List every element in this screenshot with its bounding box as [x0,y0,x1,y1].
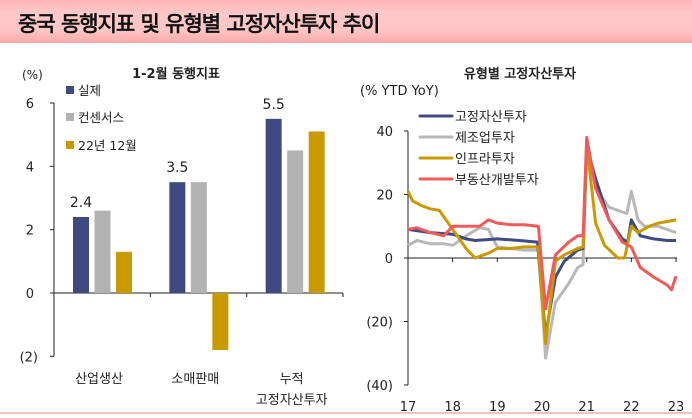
bar-y-tick-label: 6 [26,97,34,112]
series-line-3 [407,135,678,311]
line-y-tick-label: (20) [366,316,393,331]
legend-label: 22년 12월 [78,138,137,153]
bar-0-2 [265,118,282,293]
bar-data-label: 5.5 [263,97,285,113]
bottom-divider [0,412,692,414]
bar-2-2 [308,131,325,293]
bar-category-label: 누적 [280,372,304,387]
line-y-tick-label: 20 [376,189,393,204]
bar-data-label: 2.4 [70,195,92,211]
legend-label: 컨센서스 [78,110,124,125]
series-line-1 [407,139,677,360]
line-y-tick-label: (40) [366,379,393,394]
bar-y-tick-label: (2) [20,350,38,365]
line-x-tick-label: 20 [534,400,551,415]
bar-0-0 [73,217,89,293]
bar-0-1 [169,182,186,293]
bar-category-label: 소매판매 [171,372,219,387]
line-x-tick-label: 22 [623,400,640,415]
line-chart-title: 유형별 고정자산투자 [464,66,576,82]
line-y-unit: (% YTD YoY) [360,84,439,99]
bar-data-label: 3.5 [166,160,188,176]
bar-chart-title: 1-2월 동행지표 [132,66,220,82]
bar-y-tick-label: 4 [26,160,34,175]
legend-swatch [66,86,74,94]
bar-y-tick-label: 0 [26,287,34,302]
line-x-tick-label: 19 [489,400,506,415]
line-legend-label: 부동산개발투자 [455,173,539,188]
bar-y-unit: (%) [22,68,43,82]
bar-category-label: 산업생산 [75,372,123,387]
bar-category-label: 고정자산투자 [256,393,328,408]
line-y-tick-label: 0 [385,252,393,267]
legend-swatch [66,141,74,149]
line-legend-label: 제조업투자 [455,131,515,146]
line-y-tick-label: 40 [376,125,393,140]
line-x-tick-label: 17 [400,400,417,415]
page-title: 중국 동행지표 및 유형별 고정자산투자 추이 [18,12,380,36]
line-legend-label: 인프라투자 [455,152,515,167]
line-x-tick-label: 21 [578,400,595,415]
bar-1-1 [190,182,207,293]
title-banner: 중국 동행지표 및 유형별 고정자산투자 추이 [0,0,692,43]
bar-2-0 [116,251,132,293]
bar-2-1 [212,293,229,350]
line-legend-label: 고정자산투자 [455,110,527,125]
bar-y-tick-label: 2 [26,224,34,239]
line-x-tick-label: 23 [668,400,685,415]
legend-label: 실제 [78,83,101,98]
legend-swatch [66,113,74,121]
bar-1-0 [94,210,111,293]
line-x-tick-label: 18 [444,400,461,415]
bar-1-2 [287,150,304,293]
